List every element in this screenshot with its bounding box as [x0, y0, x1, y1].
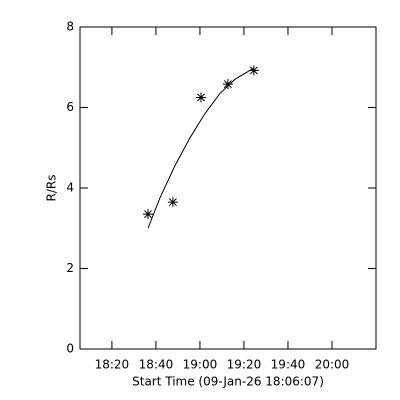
asterisk-marker	[167, 197, 178, 208]
asterisk-marker	[143, 209, 154, 220]
x-tick-label: 19:00	[183, 358, 218, 372]
y-tick-label: 4	[66, 181, 74, 195]
x-tick-label: 19:40	[271, 358, 306, 372]
y-axis-label: R/Rs	[45, 175, 59, 202]
asterisk-marker	[248, 65, 259, 76]
x-tick-label: 19:20	[227, 358, 262, 372]
asterisk-marker	[196, 92, 207, 103]
y-tick-label: 0	[66, 342, 74, 356]
plot-frame	[79, 26, 377, 350]
y-tick-label: 6	[66, 100, 74, 114]
y-tick-label: 8	[66, 20, 74, 34]
asterisk-marker	[222, 79, 233, 90]
fit-line	[147, 67, 255, 229]
y-tick-label: 2	[66, 261, 74, 275]
x-tick-label: 18:40	[139, 358, 174, 372]
x-tick-label: 20:00	[315, 358, 350, 372]
x-tick-label: 18:20	[95, 358, 130, 372]
x-axis-label: Start Time (09-Jan-26 18:06:07)	[132, 375, 324, 389]
